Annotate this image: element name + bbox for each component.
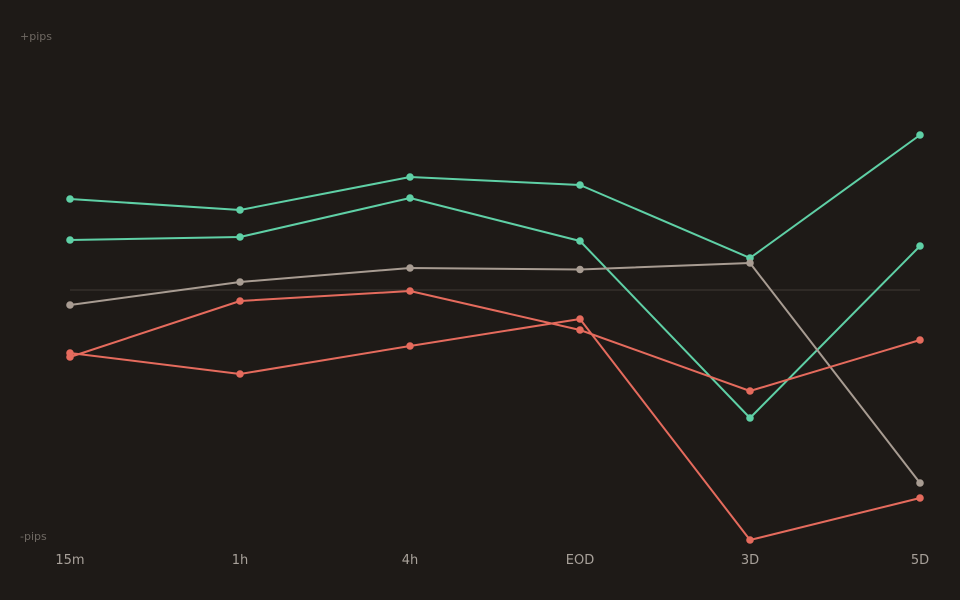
data-point[interactable] [236, 297, 244, 305]
data-point[interactable] [916, 336, 924, 344]
data-point[interactable] [576, 181, 584, 189]
data-point[interactable] [406, 342, 414, 350]
x-tick-label: 3D [741, 553, 759, 568]
series-4 [66, 287, 924, 395]
data-point[interactable] [746, 387, 754, 395]
data-point[interactable] [916, 242, 924, 250]
data-point[interactable] [236, 278, 244, 286]
data-point[interactable] [236, 370, 244, 378]
series-3 [66, 259, 924, 487]
data-point[interactable] [576, 237, 584, 245]
data-point[interactable] [746, 536, 754, 544]
data-point[interactable] [66, 195, 74, 203]
data-point[interactable] [576, 315, 584, 323]
x-tick-label: 15m [55, 553, 84, 568]
x-axis-ticks: 15m 1h 4h EOD 3D 5D [55, 553, 929, 568]
data-point[interactable] [916, 479, 924, 487]
series-line [69, 318, 921, 541]
data-point[interactable] [746, 414, 754, 422]
series-line [69, 134, 921, 259]
series-5 [66, 315, 924, 544]
data-point[interactable] [406, 194, 414, 202]
y-axis-label-top: +pips [20, 30, 52, 43]
x-tick-label: EOD [566, 553, 594, 568]
y-axis-label-bottom: -pips [20, 530, 47, 543]
data-point[interactable] [916, 131, 924, 139]
series-line [69, 197, 921, 419]
data-point[interactable] [406, 287, 414, 295]
series-2 [66, 194, 924, 422]
x-tick-label: 4h [402, 553, 419, 568]
data-point[interactable] [576, 265, 584, 274]
data-point[interactable] [236, 206, 244, 214]
x-tick-label: 1h [232, 553, 249, 568]
x-tick-label: 5D [911, 553, 929, 568]
series-line [69, 262, 921, 484]
data-point[interactable] [66, 236, 74, 244]
data-point[interactable] [746, 259, 754, 267]
data-point[interactable] [916, 494, 924, 502]
series-1 [66, 131, 924, 262]
series-line [69, 290, 921, 392]
data-point[interactable] [406, 264, 414, 272]
data-point[interactable] [406, 173, 414, 181]
series-group [66, 131, 924, 544]
data-point[interactable] [576, 326, 584, 334]
data-point[interactable] [236, 233, 244, 241]
data-point[interactable] [66, 349, 74, 357]
data-point[interactable] [66, 301, 74, 309]
